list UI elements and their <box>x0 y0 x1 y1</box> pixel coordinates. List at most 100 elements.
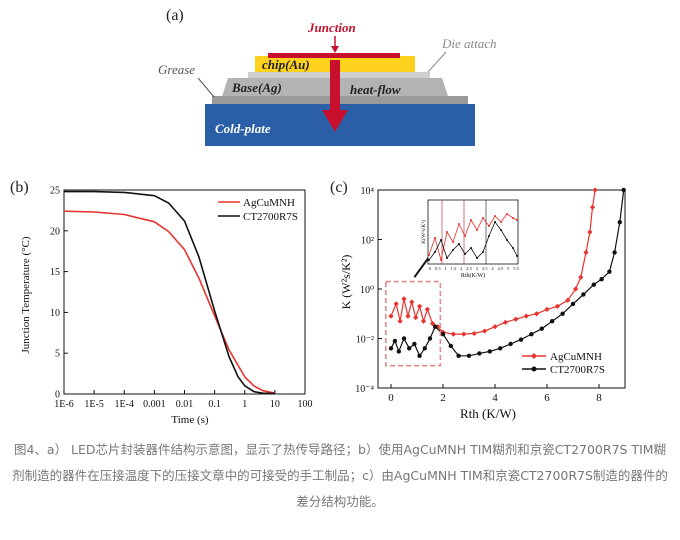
inset-ylabel: K(W²s/K²) <box>420 220 427 244</box>
data-point <box>573 286 579 292</box>
inset-point <box>500 221 502 223</box>
inset-point <box>470 219 472 221</box>
inset-point <box>464 253 466 255</box>
data-point <box>523 313 529 319</box>
data-point <box>388 313 394 319</box>
y-tick-label: 5 <box>55 349 60 360</box>
data-point <box>471 330 477 337</box>
inset-point <box>440 259 442 261</box>
chart-b-series <box>63 190 276 395</box>
legend-label: AgCuMNH <box>550 351 602 363</box>
y-tick-label: 0 <box>55 390 60 401</box>
legend-label: CT2700R7S <box>243 211 298 223</box>
chart-c-xlabel: Rth (K/W) <box>460 406 516 421</box>
inset-point <box>500 229 502 231</box>
inset-point <box>476 257 478 259</box>
y-tick-label: 25 <box>50 186 60 197</box>
inset-point <box>476 229 478 231</box>
inset-point <box>452 249 454 251</box>
x-tick-label: 1E-6 <box>54 399 73 410</box>
data-point <box>450 331 456 337</box>
x-tick-label: 10 <box>270 399 280 410</box>
x-tick-label: 4 <box>492 392 498 404</box>
inset-x-tick-label: 5 <box>507 266 510 271</box>
data-point <box>466 353 472 358</box>
chart-c-axes: 0 2 4 6 8 10⁻⁴ 10⁻² 10⁰ 10² 10⁴ <box>355 186 626 404</box>
inset-x-tick-label: 0.5 <box>435 266 441 271</box>
inset-xlabel: Rth(K/W) <box>461 272 485 279</box>
data-point <box>592 187 598 193</box>
figure-caption: 图4、a） LED芯片封装器件结构示意图，显示了热传导路径；b）使用AgCuMN… <box>12 442 668 509</box>
inset-point <box>494 215 496 217</box>
panel-label-b: (b) <box>10 179 29 196</box>
data-point <box>422 346 427 351</box>
inset-point <box>488 235 490 237</box>
package-structure-diagram: (a) Junction Die attach Grease chip(Au) … <box>158 7 497 146</box>
y-tick-label: 10 <box>50 308 60 319</box>
inset-point <box>464 235 466 237</box>
junction-label: Junction <box>307 20 356 35</box>
data-point <box>456 353 461 358</box>
data-point <box>612 250 617 255</box>
inset-x-tick-label: 1.5 <box>451 266 457 271</box>
inset-point <box>428 254 430 256</box>
x-tick-label: 0.01 <box>176 399 194 410</box>
data-point <box>401 296 407 302</box>
inset-x-tick-label: 1 <box>445 266 447 271</box>
die-attach-label: Die attach <box>441 36 497 51</box>
data-point <box>617 220 622 225</box>
inset-x-tick-label: 5.5 <box>513 266 519 271</box>
data-point <box>621 187 626 193</box>
data-point <box>513 316 519 322</box>
data-point <box>405 313 411 319</box>
heat-flow-label: heat-flow <box>350 82 401 97</box>
grease-label: Grease <box>158 62 195 77</box>
chip-label: chip(Au) <box>262 57 310 72</box>
base-label: Base(Ag) <box>231 80 282 95</box>
inset-point <box>488 225 490 227</box>
data-point <box>508 341 513 347</box>
x-tick-label: 100 <box>298 399 313 410</box>
chart-b-legend: AgCuMNH CT2700R7S <box>218 197 298 223</box>
data-point <box>578 274 584 280</box>
inset-point <box>512 247 514 249</box>
data-point <box>440 331 446 337</box>
data-point <box>412 341 417 347</box>
series-line-ct2700r7s <box>64 190 275 395</box>
inset-point <box>482 251 484 253</box>
data-point <box>487 349 492 354</box>
data-point <box>424 306 430 312</box>
y-tick-label: 10⁰ <box>360 285 374 296</box>
data-point <box>401 336 407 341</box>
legend-marker <box>531 353 537 359</box>
x-tick-label: 2 <box>440 392 446 404</box>
data-point <box>407 346 412 351</box>
data-point <box>591 282 596 287</box>
inset-x-tick-label: 4 <box>491 266 494 271</box>
inset-point <box>494 221 496 223</box>
highlight-box <box>384 280 442 367</box>
die-attach-leader <box>427 51 447 73</box>
legend-label: CT2700R7S <box>550 364 605 376</box>
x-tick-label: 1 <box>242 399 247 410</box>
data-point <box>607 269 612 274</box>
y-tick-label: 10⁴ <box>361 186 375 197</box>
y-tick-label: 10⁻⁴ <box>355 384 374 395</box>
panel-label-a: (a) <box>166 7 184 24</box>
data-point <box>570 301 576 307</box>
data-point <box>392 338 398 344</box>
inset-point <box>512 217 514 219</box>
x-tick-label: 6 <box>544 392 550 404</box>
data-point <box>529 331 534 337</box>
inset-x-tick-label: 0 <box>429 266 432 271</box>
data-point <box>539 326 544 331</box>
inset-point <box>506 239 508 241</box>
panel-label-c: (c) <box>330 179 348 196</box>
inset-point <box>446 257 448 259</box>
inset-x-tick-label: 4.5 <box>498 266 504 271</box>
junction-bar <box>268 53 400 58</box>
inset-point <box>434 237 436 239</box>
junction-arrow-head <box>331 46 339 53</box>
data-point <box>550 319 555 324</box>
x-tick-label: 0.001 <box>143 399 166 410</box>
